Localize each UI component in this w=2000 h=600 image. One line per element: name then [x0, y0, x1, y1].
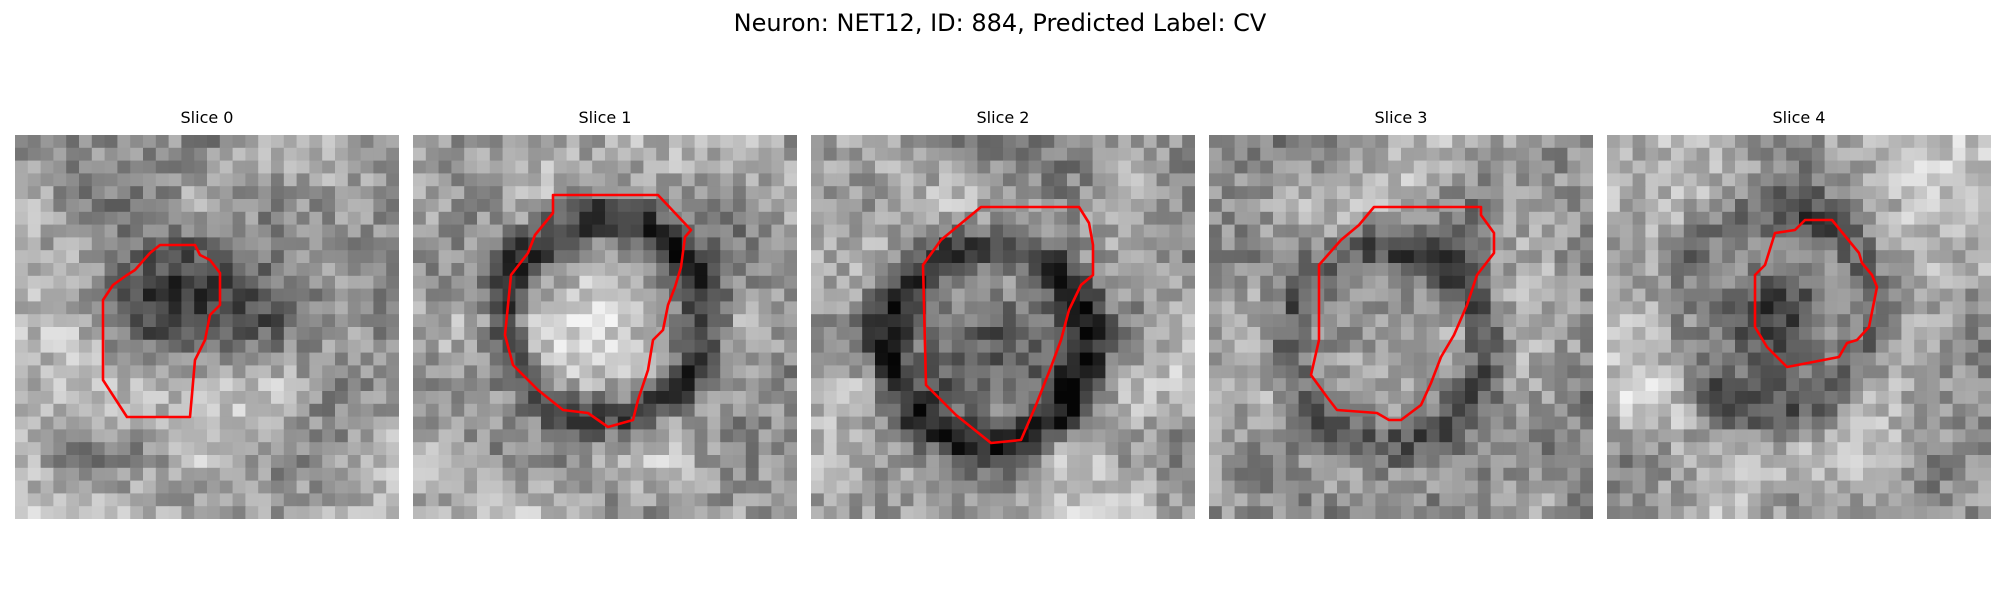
- slice-pixel-grid: [811, 135, 1195, 519]
- figure-title: Neuron: NET12, ID: 884, Predicted Label:…: [0, 6, 2000, 40]
- slice-pixel-grid: [1607, 135, 1991, 519]
- slice-title: Slice 2: [811, 107, 1195, 129]
- slice-image: [15, 135, 399, 519]
- slice-title: Slice 1: [413, 107, 797, 129]
- slice-title: Slice 3: [1209, 107, 1593, 129]
- slice-title: Slice 4: [1607, 107, 1991, 129]
- slice-image: [811, 135, 1195, 519]
- slice-image: [1209, 135, 1593, 519]
- slice-pixel-grid: [1209, 135, 1593, 519]
- slice-pixel-grid: [413, 135, 797, 519]
- slice-image: [413, 135, 797, 519]
- slice-title: Slice 0: [15, 107, 399, 129]
- slice-image: [1607, 135, 1991, 519]
